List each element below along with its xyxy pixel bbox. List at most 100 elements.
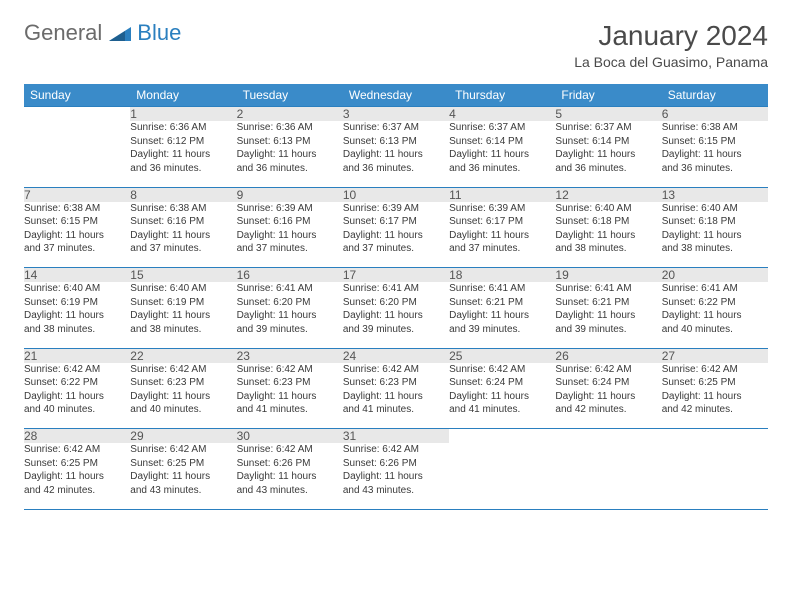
day-daylight2: and 38 minutes. [555, 242, 661, 256]
day-number-cell: 30 [237, 429, 343, 444]
day-sunrise: Sunrise: 6:36 AM [237, 121, 343, 135]
title-location: La Boca del Guasimo, Panama [574, 54, 768, 70]
day-cell: Sunrise: 6:39 AMSunset: 6:16 PMDaylight:… [237, 202, 343, 268]
day-daylight1: Daylight: 11 hours [555, 309, 661, 323]
day-sunrise: Sunrise: 6:40 AM [555, 202, 661, 216]
day-daylight2: and 37 minutes. [449, 242, 555, 256]
day-sunset: Sunset: 6:26 PM [343, 457, 449, 471]
day-daylight2: and 37 minutes. [130, 242, 236, 256]
day-daylight2: and 42 minutes. [662, 403, 768, 417]
day-cell: Sunrise: 6:42 AMSunset: 6:24 PMDaylight:… [449, 363, 555, 429]
day-sunset: Sunset: 6:20 PM [343, 296, 449, 310]
weekday-header-row: Sunday Monday Tuesday Wednesday Thursday… [24, 84, 768, 107]
day-daylight1: Daylight: 11 hours [237, 229, 343, 243]
day-sunrise: Sunrise: 6:38 AM [662, 121, 768, 135]
day-number-cell: 16 [237, 268, 343, 283]
day-sunset: Sunset: 6:21 PM [449, 296, 555, 310]
day-number-cell: 10 [343, 187, 449, 202]
day-daylight2: and 39 minutes. [343, 323, 449, 337]
day-sunrise: Sunrise: 6:40 AM [662, 202, 768, 216]
day-sunset: Sunset: 6:17 PM [343, 215, 449, 229]
day-daylight1: Daylight: 11 hours [130, 390, 236, 404]
day-content-row: Sunrise: 6:36 AMSunset: 6:12 PM Daylight:… [24, 121, 768, 187]
day-number-cell: 17 [343, 268, 449, 283]
day-sunset: Sunset: 6:23 PM [237, 376, 343, 390]
day-sunset: Sunset: 6:16 PM [237, 215, 343, 229]
day-daylight2: and 39 minutes. [449, 323, 555, 337]
day-daylight1: Daylight: 11 hours [130, 229, 236, 243]
day-cell [555, 443, 661, 509]
day-content-row: Sunrise: 6:40 AMSunset: 6:19 PMDaylight:… [24, 282, 768, 348]
day-number-cell: 20 [662, 268, 768, 283]
day-daylight1: Daylight: 11 hours [449, 148, 555, 162]
day-content-row: Sunrise: 6:42 AMSunset: 6:25 PMDaylight:… [24, 443, 768, 509]
day-cell: Sunrise: 6:42 AMSunset: 6:23 PMDaylight:… [237, 363, 343, 429]
day-daylight1: Daylight: 11 hours [555, 390, 661, 404]
day-sunrise: Sunrise: 6:38 AM [24, 202, 130, 216]
day-sunrise: Sunrise: 6:42 AM [24, 443, 130, 457]
day-daylight1: Daylight: 11 hours [449, 229, 555, 243]
day-sunset: Sunset: 6:22 PM [662, 296, 768, 310]
day-number-cell: 13 [662, 187, 768, 202]
day-daylight2: and 36 minutes. [237, 162, 343, 176]
day-daylight2: and 38 minutes. [662, 242, 768, 256]
day-sunrise: Sunrise: 6:39 AM [237, 202, 343, 216]
logo-word1: General [24, 20, 102, 46]
day-cell: Sunrise: 6:42 AMSunset: 6:25 PMDaylight:… [662, 363, 768, 429]
day-sunrise: Sunrise: 6:42 AM [449, 363, 555, 377]
day-daylight1: Daylight: 11 hours [24, 309, 130, 323]
header: General Blue January 2024 La Boca del Gu… [24, 20, 768, 70]
day-daylight2: and 38 minutes. [24, 323, 130, 337]
day-sunset: Sunset: 6:15 PM [24, 215, 130, 229]
day-cell: Sunrise: 6:42 AMSunset: 6:23 PMDaylight:… [130, 363, 236, 429]
title-block: January 2024 La Boca del Guasimo, Panama [574, 20, 768, 70]
day-cell: Sunrise: 6:39 AMSunset: 6:17 PMDaylight:… [449, 202, 555, 268]
day-cell: Sunrise: 6:42 AMSunset: 6:26 PMDaylight:… [237, 443, 343, 509]
day-cell [24, 121, 130, 187]
weekday-header: Wednesday [343, 84, 449, 107]
daynum-row: 14151617181920 [24, 268, 768, 283]
day-daylight1: Daylight: 11 hours [449, 309, 555, 323]
day-number-cell: 5 [555, 107, 661, 122]
day-daylight1: Daylight: 11 hours [237, 470, 343, 484]
day-sunset: Sunset: 6:18 PM [555, 215, 661, 229]
day-sunset: Sunset: 6:12 PM [130, 135, 236, 149]
day-sunset: Sunset: 6:24 PM [555, 376, 661, 390]
day-sunset: Sunset: 6:26 PM [237, 457, 343, 471]
day-sunset: Sunset: 6:18 PM [662, 215, 768, 229]
day-cell: Sunrise: 6:42 AMSunset: 6:26 PMDaylight:… [343, 443, 449, 509]
day-number-cell: 6 [662, 107, 768, 122]
day-sunrise: Sunrise: 6:36 AM [130, 121, 236, 135]
day-cell: Sunrise: 6:41 AMSunset: 6:20 PMDaylight:… [343, 282, 449, 348]
day-number-cell: 26 [555, 348, 661, 363]
day-cell: Sunrise: 6:42 AMSunset: 6:22 PMDaylight:… [24, 363, 130, 429]
day-cell: Sunrise: 6:42 AMSunset: 6:24 PMDaylight:… [555, 363, 661, 429]
day-number-cell: 22 [130, 348, 236, 363]
day-sunrise: Sunrise: 6:42 AM [130, 363, 236, 377]
day-number-cell: 8 [130, 187, 236, 202]
day-sunrise: Sunrise: 6:39 AM [449, 202, 555, 216]
day-daylight2: and 40 minutes. [24, 403, 130, 417]
day-daylight2: and 38 minutes. [130, 323, 236, 337]
day-number-cell [449, 429, 555, 444]
day-cell [449, 443, 555, 509]
day-cell: Sunrise: 6:38 AMSunset: 6:15 PMDaylight:… [24, 202, 130, 268]
day-number-cell: 24 [343, 348, 449, 363]
day-daylight2: and 43 minutes. [343, 484, 449, 498]
day-sunset: Sunset: 6:14 PM [449, 135, 555, 149]
weekday-header: Saturday [662, 84, 768, 107]
day-cell: Sunrise: 6:38 AMSunset: 6:15 PMDaylight:… [662, 121, 768, 187]
day-sunrise: Sunrise: 6:37 AM [449, 121, 555, 135]
day-sunrise: Sunrise: 6:42 AM [24, 363, 130, 377]
day-daylight1: Daylight: 11 hours [24, 390, 130, 404]
day-number-cell: 27 [662, 348, 768, 363]
day-sunset: Sunset: 6:23 PM [343, 376, 449, 390]
weekday-header: Sunday [24, 84, 130, 107]
day-cell: Sunrise: 6:37 AMSunset: 6:14 PMDaylight:… [555, 121, 661, 187]
day-cell: Sunrise: 6:37 AMSunset: 6:14 PMDaylight:… [449, 121, 555, 187]
day-sunrise: Sunrise: 6:37 AM [343, 121, 449, 135]
day-sunset: Sunset: 6:19 PM [24, 296, 130, 310]
day-cell [662, 443, 768, 509]
day-cell: Sunrise: 6:38 AMSunset: 6:16 PMDaylight:… [130, 202, 236, 268]
day-cell: Sunrise: 6:41 AMSunset: 6:20 PMDaylight:… [237, 282, 343, 348]
